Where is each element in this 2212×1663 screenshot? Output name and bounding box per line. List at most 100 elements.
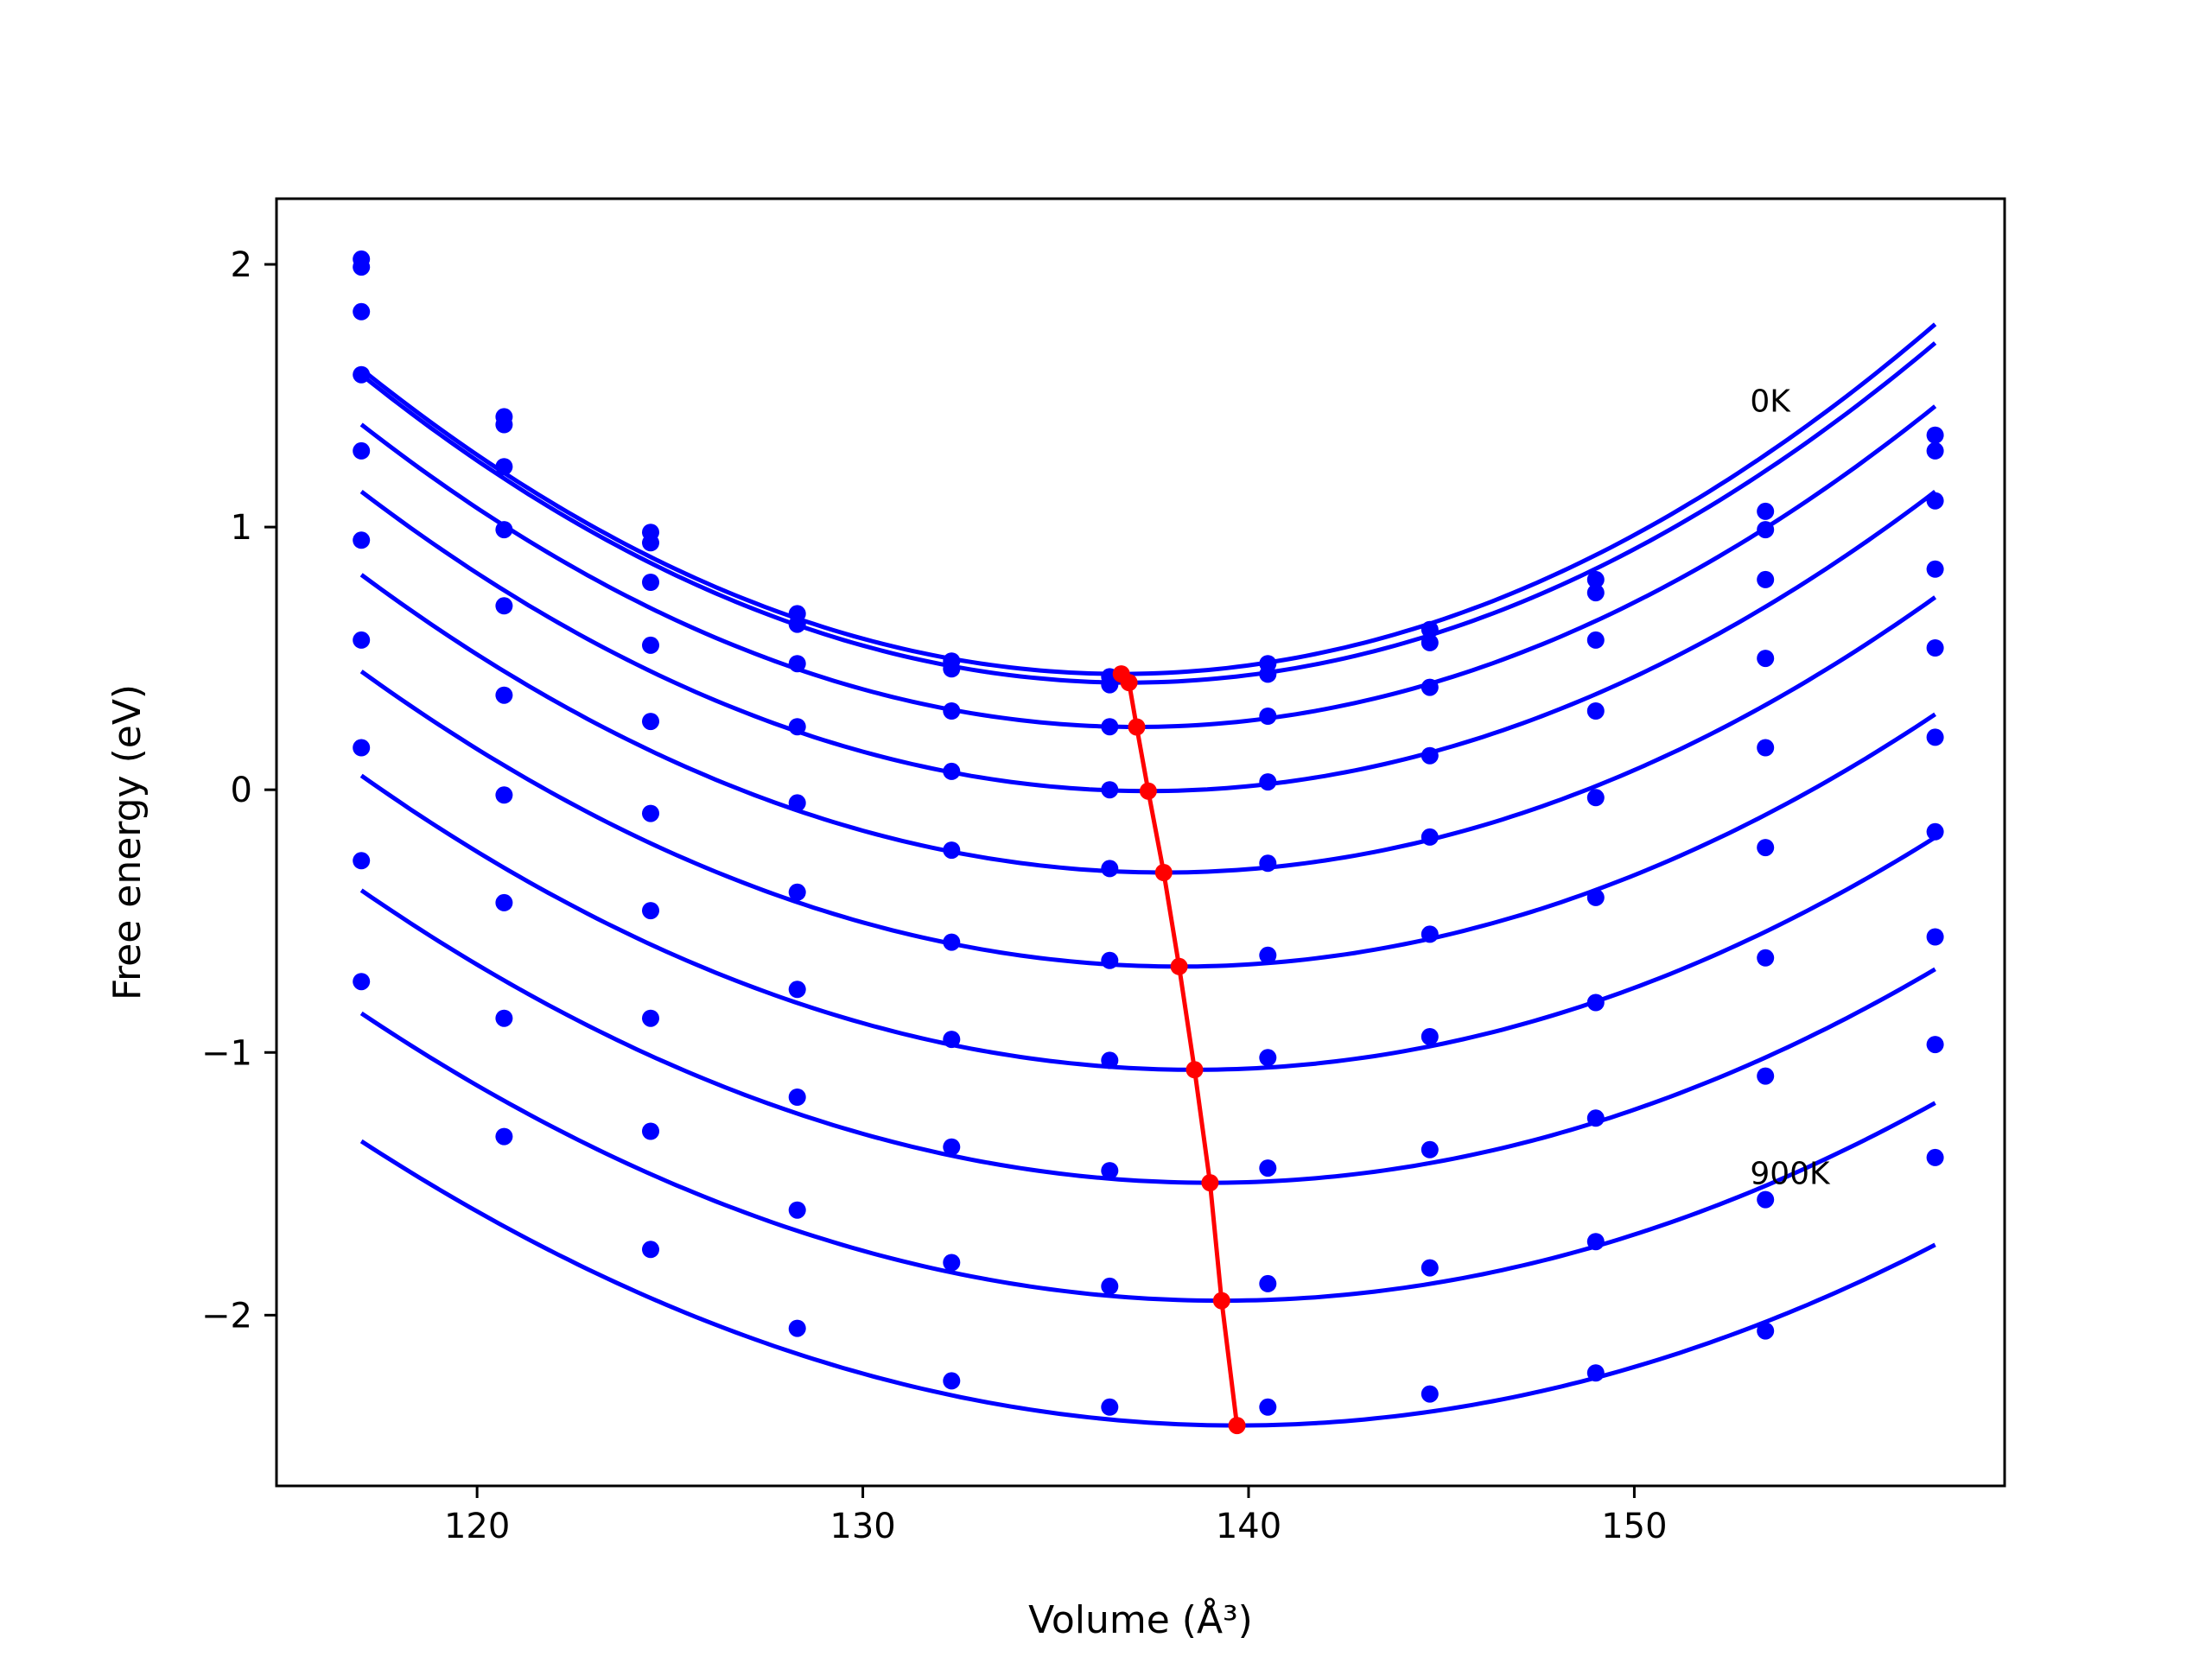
minimum-point-5 (1170, 957, 1188, 975)
annotation-0: 0K (1750, 384, 1791, 419)
data-point-7-5 (1101, 1162, 1119, 1180)
data-point-9-10 (1926, 1148, 1944, 1166)
data-point-3-9 (1757, 650, 1775, 668)
fit-curve-6 (359, 773, 1936, 1072)
y-tick-label-4: 2 (231, 245, 252, 285)
data-point-9-3 (788, 1319, 806, 1337)
data-point-7-4 (943, 1138, 961, 1156)
minimum-point-3 (1139, 782, 1157, 800)
data-point-5-7 (1421, 925, 1439, 943)
data-point-6-8 (1586, 993, 1605, 1012)
data-point-7-3 (788, 1089, 806, 1106)
y-tick-label-3: 1 (231, 508, 252, 548)
data-point-0-10 (1926, 426, 1944, 444)
data-point-1-4 (943, 660, 961, 678)
x-tick-label-2: 140 (1216, 1507, 1281, 1546)
data-point-8-0 (353, 852, 371, 870)
data-point-7-2 (642, 1009, 659, 1027)
fit-curves (359, 322, 1937, 1428)
data-point-7-0 (353, 739, 371, 757)
data-point-1-8 (1586, 584, 1605, 602)
data-point-5-9 (1757, 839, 1775, 857)
data-point-5-8 (1586, 888, 1605, 906)
data-point-2-3 (788, 655, 806, 673)
data-point-6-7 (1421, 1028, 1439, 1045)
data-point-1-10 (1926, 441, 1944, 460)
minimum-point-2 (1128, 718, 1146, 736)
x-axis-label: Volume (Å³) (1028, 1596, 1253, 1642)
y-axis-ticks: −2 −1 0 1 2 (201, 245, 276, 1336)
annotations: 0K 900K (1750, 384, 1831, 1191)
data-point-2-7 (1421, 678, 1439, 696)
data-point-5-2 (642, 804, 659, 822)
data-point-1-0 (353, 258, 371, 276)
data-point-2-4 (943, 702, 961, 720)
data-point-2-10 (1926, 492, 1944, 510)
data-point-8-6 (1259, 1274, 1277, 1292)
data-point-3-10 (1926, 560, 1944, 578)
data-point-0-7 (1421, 620, 1439, 638)
x-axis-ticks: 120 130 140 150 (444, 1486, 1668, 1546)
data-point-9-8 (1586, 1364, 1605, 1382)
fit-curve-0 (359, 322, 1937, 676)
data-point-8-10 (1926, 1036, 1944, 1054)
data-point-2-1 (495, 458, 513, 476)
data-point-1-5 (1101, 676, 1119, 694)
minimum-point-9 (1228, 1417, 1246, 1435)
minima-curve (1119, 672, 1240, 1426)
data-point-8-7 (1421, 1259, 1439, 1277)
data-point-9-4 (943, 1372, 961, 1390)
data-point-3-2 (642, 636, 659, 654)
data-point-3-4 (943, 762, 961, 780)
data-point-5-0 (353, 531, 371, 549)
data-point-4-5 (1101, 860, 1119, 878)
data-point-4-10 (1926, 639, 1944, 657)
data-point-8-1 (495, 1009, 513, 1027)
data-point-9-1 (495, 1127, 513, 1146)
data-point-6-10 (1926, 822, 1944, 841)
data-point-7-6 (1259, 1159, 1277, 1177)
data-point-9-2 (642, 1241, 659, 1259)
data-point-8-9 (1757, 1190, 1775, 1209)
data-point-0-8 (1586, 570, 1605, 588)
x-tick-label-3: 150 (1601, 1507, 1667, 1546)
data-point-1-2 (642, 534, 659, 552)
data-point-4-3 (788, 794, 806, 812)
data-point-4-4 (943, 841, 961, 860)
data-point-9-0 (353, 973, 371, 991)
data-point-6-2 (642, 902, 659, 920)
data-point-7-1 (495, 893, 513, 911)
data-point-3-7 (1421, 746, 1439, 765)
data-point-9-6 (1259, 1398, 1277, 1416)
data-point-6-3 (788, 981, 806, 999)
minimum-point-8 (1212, 1292, 1230, 1310)
data-point-1-7 (1421, 633, 1439, 651)
y-tick-label-1: −1 (201, 1033, 252, 1073)
fit-curve-9 (359, 1139, 1936, 1428)
data-point-3-3 (788, 718, 806, 736)
data-point-3-8 (1586, 702, 1605, 720)
data-point-2-9 (1757, 570, 1775, 588)
data-point-4-2 (642, 713, 659, 731)
data-point-6-6 (1259, 1049, 1277, 1067)
data-point-7-9 (1757, 1067, 1775, 1085)
data-point-5-1 (495, 686, 513, 704)
fit-curve-5 (359, 670, 1936, 969)
minimum-point-7 (1201, 1174, 1219, 1192)
fit-curve-2 (359, 404, 1937, 729)
data-point-8-3 (788, 1201, 806, 1219)
x-tick-label-0: 120 (444, 1507, 510, 1546)
data-point-4-0 (353, 441, 371, 460)
data-point-3-1 (495, 521, 513, 539)
data-point-7-10 (1926, 928, 1944, 946)
data-point-0-9 (1757, 502, 1775, 520)
data-point-5-6 (1259, 946, 1277, 964)
data-point-8-4 (943, 1254, 961, 1272)
data-point-4-1 (495, 597, 513, 615)
data-point-3-0 (353, 365, 371, 384)
data-point-2-2 (642, 574, 659, 591)
data-point-6-9 (1757, 949, 1775, 967)
